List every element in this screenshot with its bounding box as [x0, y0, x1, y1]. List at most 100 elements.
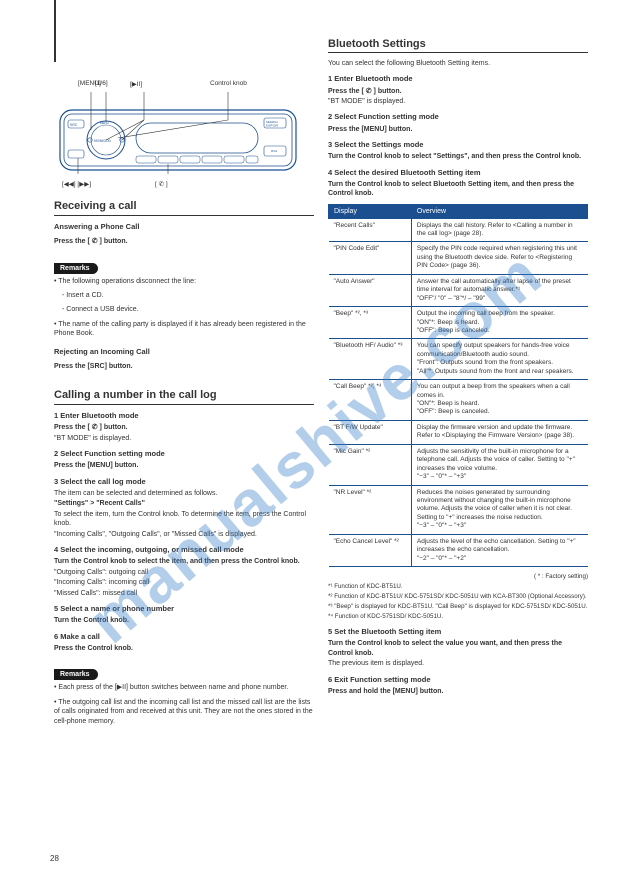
remark-line: • Each press of the [▶II] button switche… [54, 683, 314, 692]
step-body: "Incoming Calls": incoming call [54, 578, 314, 587]
step-body: Press the [ ✆ ] button. [328, 87, 588, 96]
table-cell-overview: Answer the call automatically after laps… [411, 274, 587, 306]
table-cell-overview: Specify the PIN code required when regis… [411, 242, 587, 274]
right-column: Bluetooth Settings You can select the fo… [328, 38, 588, 697]
step-body: The item can be selected and determined … [54, 489, 314, 498]
radio-brand-label: KENWOOD [94, 139, 112, 143]
table-header-overview: Overview [411, 204, 587, 218]
table-row: "Call Beep" *², *³You can output a beep … [329, 380, 588, 421]
callout-phone-bracket-close: ] [164, 181, 168, 188]
step-body: "BT MODE" is displayed. [328, 97, 588, 106]
table-row: "BT F/W Update"Display the firmware vers… [329, 420, 588, 444]
table-cell-display: "Beep" *², *³ [329, 307, 412, 339]
callout-prevnext: [◀◀] [▶▶] [62, 180, 91, 188]
table-cell-overview: Output the incoming call beep from the s… [411, 307, 587, 339]
r-step-2: 2 Select Function setting mode [328, 112, 588, 122]
step-body: The previous item is displayed. [328, 659, 588, 668]
divider [54, 215, 314, 216]
step-4: 4 Select the incoming, outgoing, or miss… [54, 545, 314, 555]
step-body: Press the [ ✆ ] button. [54, 423, 314, 432]
step-body: Turn the Control knob. [54, 616, 314, 625]
table-cell-overview: Adjusts the level of the echo cancellati… [411, 534, 587, 566]
remarks-badge: Remarks [54, 263, 98, 274]
table-cell-display: "NR Level" *² [329, 485, 412, 534]
svg-text:SRC: SRC [70, 123, 78, 127]
remark-line: • The name of the calling party is displ… [54, 320, 314, 339]
sidebar-accent-line [54, 0, 56, 62]
table-row: "Recent Calls"Displays the call history.… [329, 218, 588, 242]
step-2: 2 Select Function setting mode [54, 449, 314, 459]
call-log-title: Calling a number in the call log [54, 389, 314, 401]
left-column: Receiving a call Answering a Phone Call … [54, 200, 314, 731]
settings-intro: You can select the following Bluetooth S… [328, 59, 588, 68]
receiving-call-title: Receiving a call [54, 200, 314, 212]
table-cell-overview: Display the firmware version and update … [411, 420, 587, 444]
table-cell-display: "Echo Cancel Level" *² [329, 534, 412, 566]
manual-page: SRC KENWOOD MENU SEARCH DISP DIR iPod [0, 0, 629, 893]
table-row: "Mic Gain" *²Adjusts the sensitivity of … [329, 444, 588, 485]
callout-knob: Control knob [210, 80, 247, 87]
radio-diagram: SRC KENWOOD MENU SEARCH DISP DIR iPod [58, 90, 298, 175]
reject-subtitle: Rejecting an Incoming Call [54, 347, 314, 357]
callout-phone: [ ✆ ] [155, 180, 168, 188]
reject-body: Press the [SRC] button. [54, 362, 314, 371]
bt-settings-title: Bluetooth Settings [328, 38, 588, 50]
r-step-5: 5 Set the Bluetooth Setting item [328, 627, 588, 637]
table-cell-display: "BT F/W Update" [329, 420, 412, 444]
footnote-factory: ( * : Factory setting) [328, 573, 588, 581]
remark-line: - Connect a USB device. [54, 305, 314, 314]
footnote-2: *² Function of KDC-BT51U/ KDC-5751SD/ KD… [328, 593, 588, 601]
step-body: "Missed Calls": missed call [54, 589, 314, 598]
svg-text:MENU: MENU [100, 121, 109, 125]
step-body: "Settings" > "Recent Calls" [54, 499, 314, 508]
table-cell-display: "Call Beep" *², *³ [329, 380, 412, 421]
step-body: Press the [MENU] button. [328, 125, 588, 134]
table-row: "PIN Code Edit"Specify the PIN code requ… [329, 242, 588, 274]
step-body: Turn the Control knob to select the item… [54, 557, 314, 566]
table-row: "Echo Cancel Level" *²Adjusts the level … [329, 534, 588, 566]
table-cell-overview: You can specify output speakers for hand… [411, 339, 587, 380]
step-body: "BT MODE" is displayed. [54, 434, 314, 443]
step-body: Press the [MENU] button. [54, 461, 314, 470]
step-body: Press the Control knob. [54, 644, 314, 653]
remark-line: • The outgoing call list and the incomin… [54, 698, 314, 726]
table-cell-display: "Auto Answer" [329, 274, 412, 306]
table-cell-overview: Reduces the noises generated by surround… [411, 485, 587, 534]
table-row: "Auto Answer"Answer the call automatical… [329, 274, 588, 306]
page-number: 28 [50, 854, 59, 863]
r-step-4: 4 Select the desired Bluetooth Setting i… [328, 168, 588, 178]
table-row: "Bluetooth HF/ Audio" *³You can specify … [329, 339, 588, 380]
step-body: Turn the Control knob to select the valu… [328, 639, 588, 658]
answer-press-text: Press the [ ✆ ] button. [54, 237, 314, 246]
table-row: "Beep" *², *³Output the incoming call be… [329, 307, 588, 339]
table-row: "NR Level" *²Reduces the noises generate… [329, 485, 588, 534]
bluetooth-settings-table: Display Overview "Recent Calls"Displays … [328, 204, 588, 567]
svg-text:iPod: iPod [271, 149, 277, 153]
r-step-3: 3 Select the Settings mode [328, 140, 588, 150]
answer-subtitle: Answering a Phone Call [54, 222, 314, 232]
step-body: Turn the Control knob to select Bluetoot… [328, 180, 588, 199]
step-1: 1 Enter Bluetooth mode [54, 411, 314, 421]
step-body: Press and hold the [MENU] button. [328, 687, 588, 696]
table-header-display: Display [329, 204, 412, 218]
footnote-3: *³ "Beep" is displayed for KDC-BT51U. "C… [328, 603, 588, 611]
table-cell-overview: Displays the call history. Refer to <Cal… [411, 218, 587, 242]
table-cell-overview: You can output a beep from the speakers … [411, 380, 587, 421]
footnotes: ( * : Factory setting) *¹ Function of KD… [328, 573, 588, 621]
table-cell-display: "Mic Gain" *² [329, 444, 412, 485]
divider [54, 404, 314, 405]
table-cell-overview: Adjusts the sensitivity of the built-in … [411, 444, 587, 485]
r-step-1: 1 Enter Bluetooth mode [328, 74, 588, 84]
step-body: Turn the Control knob to select "Setting… [328, 152, 588, 161]
footnote-4: *⁴ Function of KDC-5751SD/ KDC-5051U. [328, 613, 588, 621]
remarks-block-1: Remarks • The following operations disco… [54, 257, 314, 339]
table-cell-display: "PIN Code Edit" [329, 242, 412, 274]
callout-playpause: [▶II] [130, 80, 142, 88]
remarks-badge: Remarks [54, 669, 98, 680]
step-6: 6 Make a call [54, 632, 314, 642]
remarks-block-2: Remarks • Each press of the [▶II] button… [54, 663, 314, 726]
divider [328, 52, 588, 53]
step-body: To select the item, turn the Control kno… [54, 510, 314, 529]
svg-text:DISP DIR: DISP DIR [266, 124, 278, 128]
r-step-6: 6 Exit Function setting mode [328, 675, 588, 685]
